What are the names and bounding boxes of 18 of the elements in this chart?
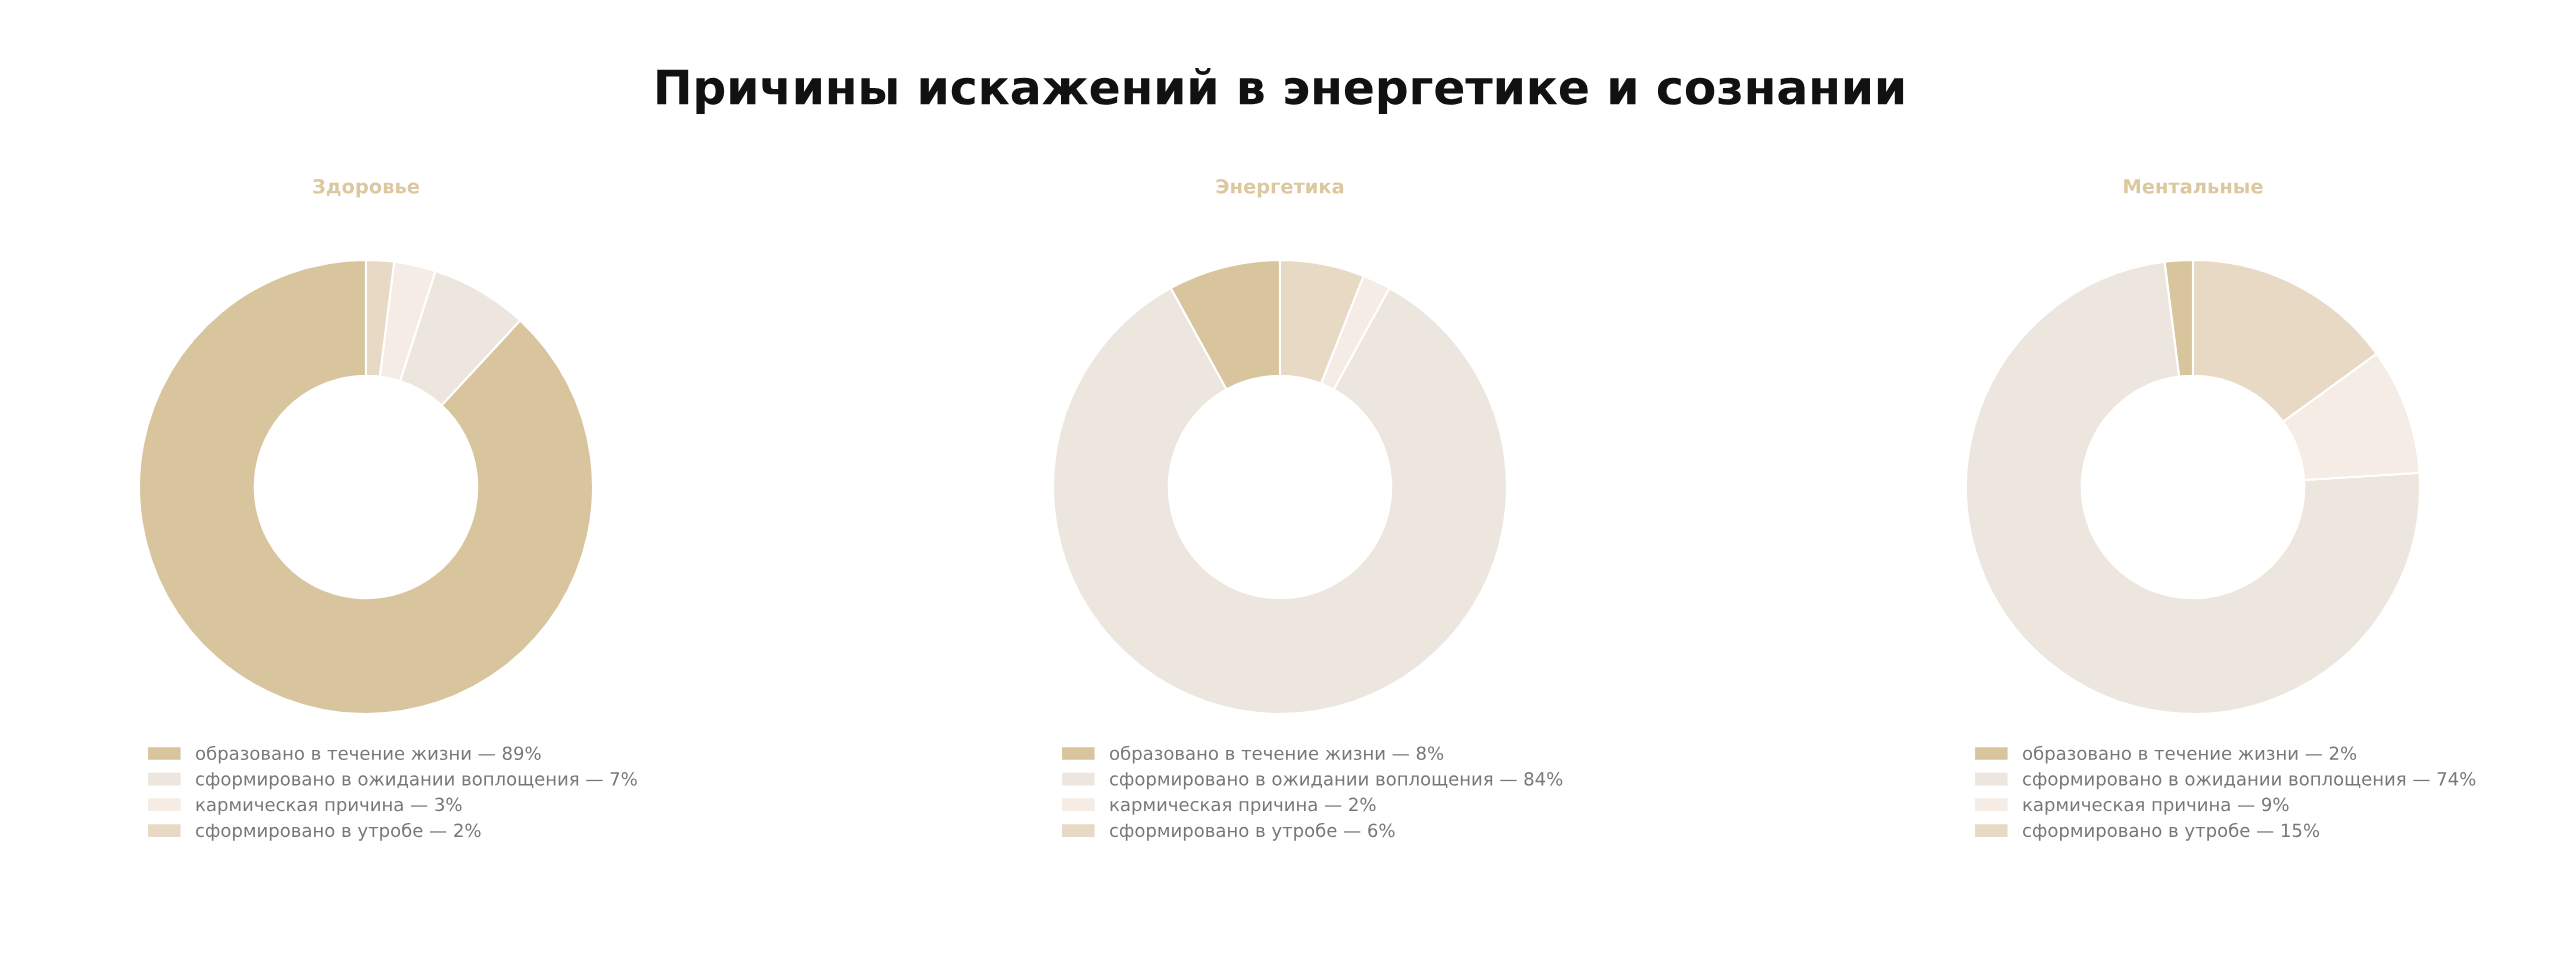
legend-label: сформировано в утробе — 6% <box>1110 822 1395 841</box>
legend-label: сформировано в ожидании воплощения — 74% <box>2023 772 2476 790</box>
chart-title: Ментальные <box>2124 179 2263 194</box>
legend-label: сформировано в утробе — 15% <box>2023 822 2320 841</box>
legend-label: сформировано в ожидании воплощения — 7% <box>196 772 637 790</box>
legend-label: образовано в течение жизни — 8% <box>1110 745 1444 764</box>
legend-label: образовано в течение жизни — 2% <box>2023 745 2357 764</box>
legend-label: сформировано в ожидании воплощения — 84% <box>1110 772 1563 790</box>
donut-slice <box>1964 260 2422 716</box>
legend-label: образовано в течение жизни — 89% <box>196 745 541 764</box>
chart-title: Здоровье <box>313 178 420 198</box>
legend-label: кармическая причина — 9% <box>2023 797 2289 815</box>
legend-label: кармическая причина — 3% <box>196 797 462 815</box>
legend-label: сформировано в утробе — 2% <box>196 822 481 841</box>
legend-label: кармическая причина — 2% <box>1110 797 1376 815</box>
chart-title: Энергетика <box>1216 178 1344 198</box>
text: Причины искажений в энергетике и сознании <box>657 68 1904 114</box>
donut-slice <box>137 258 595 716</box>
